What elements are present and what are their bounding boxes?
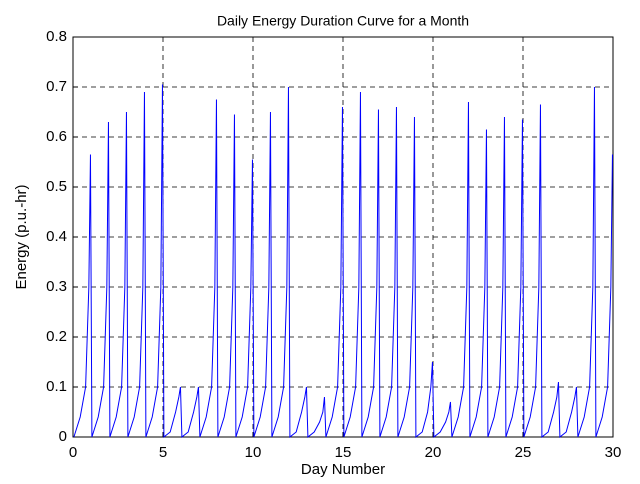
y-tick-label: 0 xyxy=(59,428,67,445)
y-tick-label: 0.1 xyxy=(46,378,67,395)
x-axis-label: Day Number xyxy=(301,461,385,478)
y-tick-label: 0.6 xyxy=(46,128,67,145)
x-tick-label: 25 xyxy=(515,444,532,461)
x-tick-label: 20 xyxy=(425,444,442,461)
x-tick-label: 10 xyxy=(245,444,262,461)
y-tick-label: 0.3 xyxy=(46,278,67,295)
chart-title: Daily Energy Duration Curve for a Month xyxy=(217,13,469,29)
x-tick-label: 5 xyxy=(159,444,167,461)
plot-frame xyxy=(72,36,614,438)
y-tick-label: 0.5 xyxy=(46,178,67,195)
y-tick-label: 0.7 xyxy=(46,78,67,95)
y-tick-label: 0.2 xyxy=(46,328,67,345)
y-axis-label: Energy (p.u.-hr) xyxy=(13,184,30,289)
data-line xyxy=(73,84,613,439)
x-tick-label: 15 xyxy=(335,444,352,461)
x-tick-label: 30 xyxy=(605,444,622,461)
y-tick-label: 0.4 xyxy=(46,228,67,245)
x-tick-label: 0 xyxy=(69,444,77,461)
y-tick-label: 0.8 xyxy=(46,28,67,45)
